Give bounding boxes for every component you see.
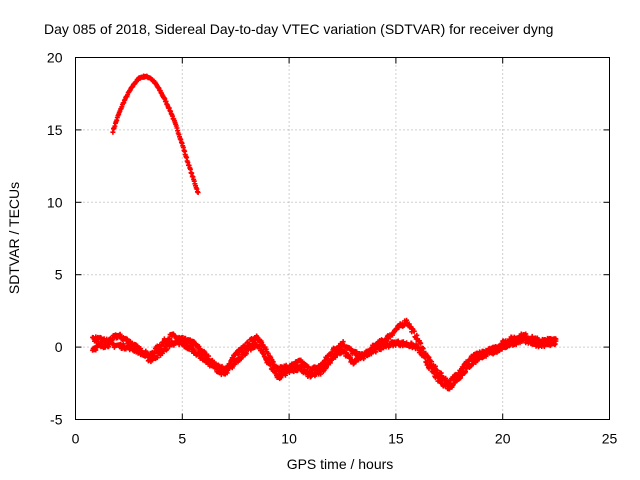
data-point: [243, 351, 249, 357]
data-point: [429, 359, 435, 365]
data-point: [553, 338, 559, 344]
x-tick-label: 10: [281, 431, 297, 447]
data-point: [145, 353, 151, 359]
data-point: [268, 361, 274, 367]
data-point: [195, 190, 201, 196]
data-point: [154, 355, 160, 361]
data-point: [418, 340, 424, 346]
series-band-b: [90, 336, 559, 392]
data-point: [529, 333, 535, 339]
y-tick-label: 10: [47, 194, 63, 210]
x-tick-label: 5: [178, 431, 186, 447]
data-point: [354, 349, 360, 355]
data-point: [523, 331, 529, 337]
x-tick-label: 0: [72, 431, 80, 447]
data-point: [416, 344, 422, 350]
chart-title: Day 085 of 2018, Sidereal Day-to-day VTE…: [44, 21, 553, 37]
data-marks: [90, 73, 559, 392]
data-point: [306, 364, 312, 370]
data-point: [439, 377, 445, 383]
data-point: [411, 328, 417, 334]
y-tick-label: 5: [55, 267, 63, 283]
y-tick-label: -5: [50, 412, 63, 428]
data-point: [199, 352, 205, 358]
data-point: [499, 346, 505, 352]
data-point: [373, 349, 379, 355]
data-point: [420, 346, 426, 352]
grid: [75, 57, 610, 420]
y-tick-label: 20: [47, 50, 63, 66]
x-tick-label: 25: [602, 431, 618, 447]
series-high-arc: [110, 73, 201, 196]
x-tick-label: 20: [495, 431, 511, 447]
x-tick-label: 15: [388, 431, 404, 447]
x-axis-label: GPS time / hours: [287, 456, 394, 472]
data-point: [164, 346, 170, 352]
y-tick-label: 15: [47, 122, 63, 138]
y-tick-label: 0: [55, 339, 63, 355]
y-axis-label: SDTVAR / TECUs: [6, 182, 22, 294]
ticks: 0 5 10 15 20 25 -5 0 5 10 15 20: [47, 50, 618, 447]
plot-frame: [75, 57, 610, 420]
